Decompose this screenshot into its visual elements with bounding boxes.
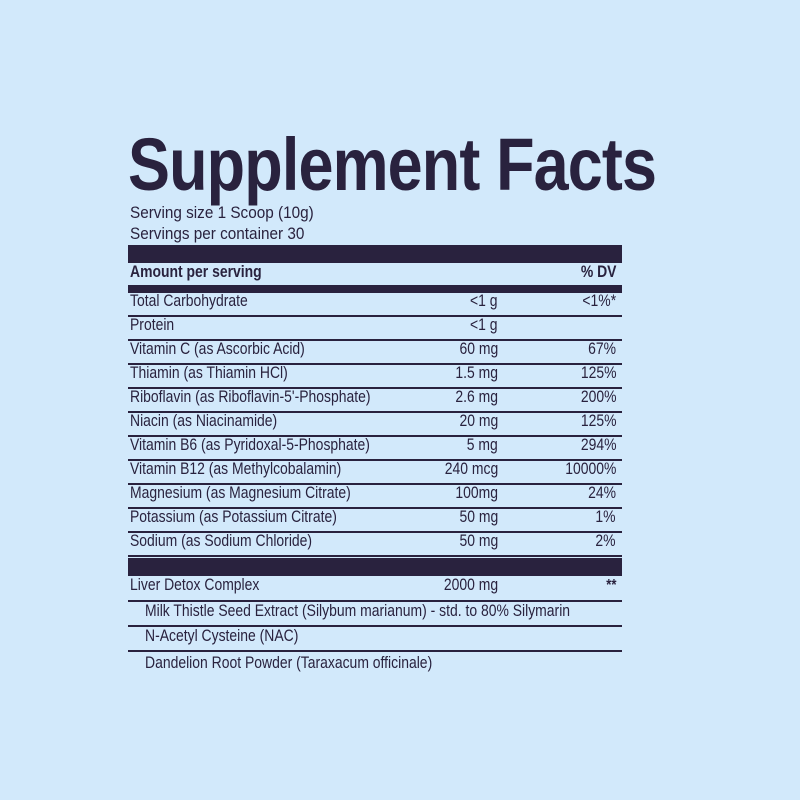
- table-row: Potassium (as Potassium Citrate) 50 mg 1…: [128, 507, 622, 533]
- table-row: Total Carbohydrate <1 g <1%*: [128, 291, 622, 317]
- separator-bar-top: [128, 245, 622, 263]
- nutrient-dv: 10000%: [564, 459, 616, 478]
- nutrient-amount: 240 mcg: [444, 459, 498, 478]
- separator-bar-header: [128, 285, 622, 293]
- nutrient-amount: 1.5 mg: [455, 363, 498, 382]
- nutrient-amount: 2.6 mg: [455, 387, 498, 406]
- nutrient-amount: <1 g: [470, 315, 498, 334]
- nutrient-dv: 294%: [580, 435, 616, 454]
- servings-per-container: Servings per container 30: [130, 224, 305, 243]
- nutrient-dv: 1%: [595, 507, 616, 526]
- ingredient-name: Dandelion Root Powder (Taraxacum officin…: [145, 653, 433, 672]
- nutrient-name: Thiamin (as Thiamin HCl): [130, 363, 288, 382]
- nutrient-amount: 5 mg: [467, 435, 498, 454]
- table-row: Riboflavin (as Riboflavin-5'-Phosphate) …: [128, 387, 622, 413]
- nutrient-dv: 2%: [595, 531, 616, 550]
- complex-amount: 2000 mg: [443, 575, 498, 594]
- nutrient-name: Vitamin C (as Ascorbic Acid): [130, 339, 305, 358]
- nutrient-dv: 200%: [580, 387, 616, 406]
- ingredient-name: Milk Thistle Seed Extract (Silybum maria…: [145, 601, 571, 620]
- list-item: Dandelion Root Powder (Taraxacum officin…: [128, 652, 622, 677]
- nutrient-name: Vitamin B6 (as Pyridoxal-5-Phosphate): [130, 435, 370, 454]
- table-row: Vitamin C (as Ascorbic Acid) 60 mg 67%: [128, 339, 622, 365]
- ingredient-name: N-Acetyl Cysteine (NAC): [145, 626, 299, 645]
- nutrient-name: Potassium (as Potassium Citrate): [130, 507, 337, 526]
- complex-dv-asterisks: **: [605, 577, 616, 594]
- serving-info: Serving size 1 Scoop (10g) Servings per …: [130, 202, 334, 244]
- amount-per-serving-label: Amount per serving: [130, 262, 262, 281]
- nutrient-dv: 24%: [588, 483, 616, 502]
- complex-name: Liver Detox Complex: [130, 575, 260, 594]
- percent-dv-label: % DV: [580, 262, 616, 281]
- nutrient-amount: 50 mg: [459, 531, 498, 550]
- nutrient-dv: 125%: [580, 363, 616, 382]
- list-item: Milk Thistle Seed Extract (Silybum maria…: [128, 601, 622, 627]
- table-header: Amount per serving % DV: [128, 262, 622, 285]
- table-row: Thiamin (as Thiamin HCl) 1.5 mg 125%: [128, 363, 622, 389]
- table-row: Magnesium (as Magnesium Citrate) 100mg 2…: [128, 483, 622, 509]
- table-row: Sodium (as Sodium Chloride) 50 mg 2%: [128, 531, 622, 557]
- nutrient-name: Total Carbohydrate: [130, 291, 248, 310]
- nutrient-table: Total Carbohydrate <1 g <1%* Protein <1 …: [128, 291, 622, 557]
- nutrient-name: Protein: [130, 315, 175, 334]
- table-row: Vitamin B12 (as Methylcobalamin) 240 mcg…: [128, 459, 622, 485]
- complex-ingredients: Milk Thistle Seed Extract (Silybum maria…: [128, 601, 622, 677]
- nutrient-amount: 60 mg: [459, 339, 498, 358]
- nutrient-amount: 20 mg: [459, 411, 498, 430]
- serving-size: Serving size 1 Scoop (10g): [130, 203, 314, 222]
- nutrient-name: Vitamin B12 (as Methylcobalamin): [130, 459, 342, 478]
- list-item: N-Acetyl Cysteine (NAC): [128, 626, 622, 652]
- nutrient-name: Niacin (as Niacinamide): [130, 411, 278, 430]
- nutrient-name: Sodium (as Sodium Chloride): [130, 531, 313, 550]
- supplement-facts-label: Supplement Facts Serving size 1 Scoop (1…: [128, 128, 657, 688]
- table-row: Vitamin B6 (as Pyridoxal-5-Phosphate) 5 …: [128, 435, 622, 461]
- table-row: Niacin (as Niacinamide) 20 mg 125%: [128, 411, 622, 437]
- nutrient-dv: 125%: [580, 411, 616, 430]
- nutrient-amount: <1 g: [470, 291, 498, 310]
- complex-row: Liver Detox Complex 2000 mg **: [128, 575, 622, 602]
- page-title: Supplement Facts: [128, 123, 657, 206]
- table-row: Protein <1 g: [128, 315, 622, 341]
- nutrient-amount: 50 mg: [459, 507, 498, 526]
- nutrient-dv: 67%: [588, 339, 616, 358]
- nutrient-dv: <1%*: [582, 291, 616, 310]
- nutrient-amount: 100mg: [455, 483, 498, 502]
- separator-bar-complex: [128, 558, 622, 576]
- nutrient-name: Riboflavin (as Riboflavin-5'-Phosphate): [130, 387, 371, 406]
- nutrient-name: Magnesium (as Magnesium Citrate): [130, 483, 351, 502]
